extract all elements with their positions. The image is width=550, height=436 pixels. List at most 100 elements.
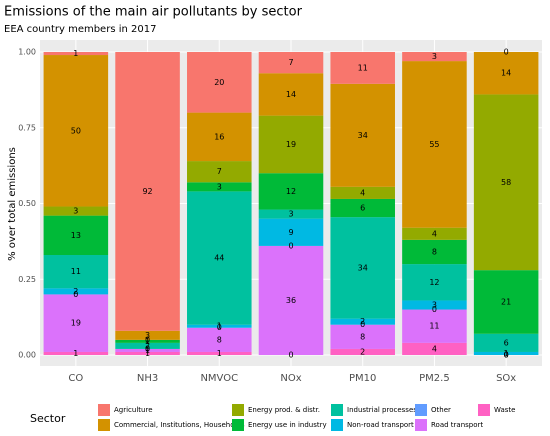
value-label: 0 [288, 241, 293, 250]
bar-segment [330, 52, 395, 84]
value-label: 19 [286, 140, 296, 149]
value-label: 7 [288, 58, 293, 67]
value-label: 4 [432, 344, 437, 353]
y-tick-label: 0.50 [18, 199, 36, 208]
value-label: 3 [217, 182, 222, 191]
value-label: 21 [501, 297, 511, 306]
value-label: 2 [360, 317, 365, 326]
legend-swatch [232, 419, 244, 431]
value-label: 11 [429, 322, 439, 331]
legend-swatch [478, 404, 490, 416]
bar-segment [187, 52, 252, 113]
legend-swatch [415, 419, 427, 431]
legend-label: Waste [494, 406, 515, 414]
value-label: 34 [358, 263, 368, 272]
legend-title: Sector [30, 412, 66, 425]
value-label: 0 [504, 351, 509, 360]
bar-segment [187, 191, 252, 325]
value-label: 4 [360, 188, 365, 197]
value-label: 20 [214, 78, 224, 87]
value-label: 0 [145, 335, 150, 344]
value-label: 14 [286, 90, 296, 99]
bar-segment [330, 217, 395, 319]
y-tick-label: 0.75 [18, 123, 36, 132]
value-label: 50 [71, 126, 81, 135]
chart-title: Emissions of the main air pollutants by … [4, 5, 303, 20]
x-tick-label: NMVOC [200, 373, 238, 384]
bar-segment [43, 294, 109, 352]
bar-segment [187, 161, 252, 183]
value-label: 0 [217, 323, 222, 332]
bar-segment [187, 112, 252, 162]
bar-segment [187, 182, 252, 192]
bar-segment [187, 327, 252, 352]
value-label: 0 [288, 351, 293, 360]
legend-label: Other [431, 406, 451, 414]
value-label: 8 [432, 247, 437, 256]
bar-segment [43, 255, 109, 289]
bar-segment [43, 55, 109, 207]
legend-label: Industrial processes [347, 406, 417, 414]
value-label: 0 [504, 351, 509, 360]
bar-segment [402, 342, 467, 355]
bar-segment [330, 198, 395, 218]
value-label: 14 [501, 69, 511, 78]
bar-segment [258, 73, 324, 116]
value-label: 8 [360, 332, 365, 341]
value-label: 58 [501, 178, 511, 187]
value-label: 1 [145, 337, 150, 346]
value-label: 6 [504, 338, 509, 347]
value-label: 34 [358, 131, 368, 140]
value-label: 2 [360, 347, 365, 356]
x-tick-label: NOx [280, 373, 301, 384]
bar-segment [115, 52, 180, 331]
value-label: 3 [288, 210, 293, 219]
bar-segment [330, 324, 395, 349]
bar-segment [402, 300, 467, 310]
bar-segment [258, 52, 324, 74]
bar-segment [330, 348, 395, 355]
bar-segment [473, 333, 539, 352]
value-label: 12 [286, 187, 296, 196]
legend-swatch [232, 404, 244, 416]
value-label: 4 [432, 229, 437, 238]
value-label: 8 [217, 335, 222, 344]
legend-label: Energy prod. & distr. [248, 406, 320, 414]
legend-swatch [98, 404, 110, 416]
value-label: 0 [145, 344, 150, 353]
bar-segment [330, 318, 395, 325]
value-label: 1 [504, 349, 509, 358]
legend-label: Commercial, Institutions, Households [114, 421, 245, 429]
bar-segment [330, 83, 395, 187]
legend-label: Agriculture [114, 406, 153, 414]
bar-segment [402, 61, 467, 228]
value-label: 55 [429, 140, 439, 149]
value-label: 1 [73, 49, 78, 58]
x-tick-label: SOx [496, 373, 516, 384]
x-tick-label: PM10 [349, 373, 376, 384]
value-label: 0 [145, 344, 150, 353]
x-tick-label: PM2.5 [419, 373, 450, 384]
bar-segment [258, 173, 324, 210]
bar-segment [43, 206, 109, 216]
bar-segment [187, 351, 252, 355]
bar-segment [402, 52, 467, 62]
bar-segment [43, 351, 109, 355]
bar-segment [115, 330, 180, 340]
bar-segment [115, 342, 180, 349]
bar-segment [187, 324, 252, 328]
bar-segment [402, 309, 467, 343]
bar-segment [258, 218, 324, 246]
bar-segment [115, 348, 180, 352]
value-label: 0 [360, 320, 365, 329]
bar-segment [258, 209, 324, 219]
value-label: 0 [504, 351, 509, 360]
bar-segment [115, 351, 180, 355]
value-label: 19 [71, 319, 81, 328]
value-label: 3 [432, 52, 437, 61]
value-label: 92 [142, 187, 152, 196]
value-label: 3 [145, 331, 150, 340]
value-label: 12 [429, 278, 439, 287]
value-label: 1 [73, 349, 78, 358]
